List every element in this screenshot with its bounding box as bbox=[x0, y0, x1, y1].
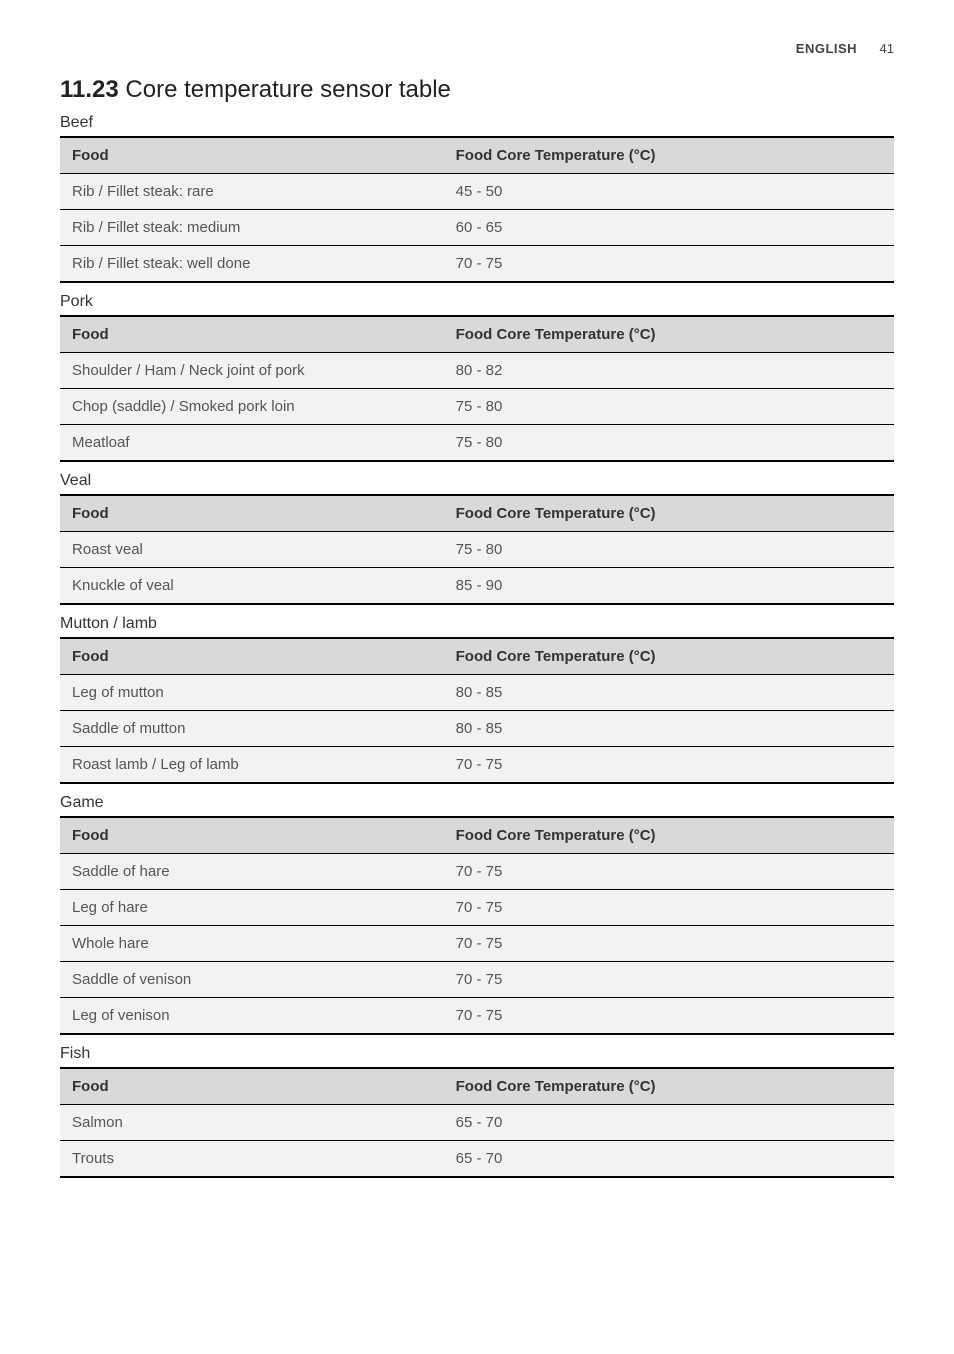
table-row: Meatloaf75 - 80 bbox=[60, 425, 894, 462]
cell-temp: 70 - 75 bbox=[444, 926, 894, 962]
table-row: Saddle of mutton80 - 85 bbox=[60, 711, 894, 747]
temperature-table: FoodFood Core Temperature (°C)Shoulder /… bbox=[60, 315, 894, 462]
cell-food: Saddle of venison bbox=[60, 962, 444, 998]
table-row: Rib / Fillet steak: well done70 - 75 bbox=[60, 246, 894, 283]
cell-food: Rib / Fillet steak: well done bbox=[60, 246, 444, 283]
table-row: Rib / Fillet steak: rare45 - 50 bbox=[60, 174, 894, 210]
cell-food: Leg of hare bbox=[60, 890, 444, 926]
column-header-food: Food bbox=[60, 137, 444, 174]
cell-temp: 65 - 70 bbox=[444, 1141, 894, 1178]
table-row: Leg of mutton80 - 85 bbox=[60, 675, 894, 711]
page-header: ENGLISH 41 bbox=[60, 40, 894, 58]
cell-temp: 75 - 80 bbox=[444, 532, 894, 568]
cell-temp: 80 - 85 bbox=[444, 711, 894, 747]
column-header-temp: Food Core Temperature (°C) bbox=[444, 137, 894, 174]
cell-temp: 70 - 75 bbox=[444, 854, 894, 890]
table-row: Rib / Fillet steak: medium60 - 65 bbox=[60, 210, 894, 246]
title-text: Core temperature sensor table bbox=[125, 76, 451, 103]
cell-temp: 70 - 75 bbox=[444, 962, 894, 998]
table-row: Shoulder / Ham / Neck joint of pork80 - … bbox=[60, 353, 894, 389]
cell-temp: 60 - 65 bbox=[444, 210, 894, 246]
cell-food: Leg of venison bbox=[60, 998, 444, 1035]
column-header-temp: Food Core Temperature (°C) bbox=[444, 316, 894, 353]
table-row: Chop (saddle) / Smoked pork loin75 - 80 bbox=[60, 389, 894, 425]
column-header-food: Food bbox=[60, 638, 444, 675]
cell-food: Saddle of hare bbox=[60, 854, 444, 890]
header-language: ENGLISH bbox=[796, 41, 857, 56]
cell-food: Chop (saddle) / Smoked pork loin bbox=[60, 389, 444, 425]
cell-food: Roast lamb / Leg of lamb bbox=[60, 747, 444, 784]
section-title: Fish bbox=[60, 1045, 894, 1063]
cell-temp: 75 - 80 bbox=[444, 425, 894, 462]
temperature-table: FoodFood Core Temperature (°C)Salmon65 -… bbox=[60, 1067, 894, 1178]
cell-temp: 70 - 75 bbox=[444, 747, 894, 784]
table-row: Knuckle of veal85 - 90 bbox=[60, 568, 894, 605]
cell-food: Meatloaf bbox=[60, 425, 444, 462]
column-header-food: Food bbox=[60, 316, 444, 353]
cell-food: Whole hare bbox=[60, 926, 444, 962]
table-row: Leg of venison70 - 75 bbox=[60, 998, 894, 1035]
cell-food: Leg of mutton bbox=[60, 675, 444, 711]
cell-temp: 80 - 82 bbox=[444, 353, 894, 389]
cell-temp: 70 - 75 bbox=[444, 890, 894, 926]
cell-food: Knuckle of veal bbox=[60, 568, 444, 605]
column-header-temp: Food Core Temperature (°C) bbox=[444, 817, 894, 854]
cell-food: Rib / Fillet steak: medium bbox=[60, 210, 444, 246]
table-row: Salmon65 - 70 bbox=[60, 1105, 894, 1141]
table-row: Leg of hare70 - 75 bbox=[60, 890, 894, 926]
column-header-food: Food bbox=[60, 495, 444, 532]
cell-temp: 80 - 85 bbox=[444, 675, 894, 711]
section-title: Mutton / lamb bbox=[60, 615, 894, 633]
cell-temp: 85 - 90 bbox=[444, 568, 894, 605]
title-number: 11.23 bbox=[60, 76, 119, 103]
table-row: Roast lamb / Leg of lamb70 - 75 bbox=[60, 747, 894, 784]
column-header-food: Food bbox=[60, 817, 444, 854]
cell-food: Shoulder / Ham / Neck joint of pork bbox=[60, 353, 444, 389]
temperature-table: FoodFood Core Temperature (°C)Saddle of … bbox=[60, 816, 894, 1035]
page-title: 11.23 Core temperature sensor table bbox=[60, 76, 894, 104]
table-row: Roast veal75 - 80 bbox=[60, 532, 894, 568]
cell-food: Saddle of mutton bbox=[60, 711, 444, 747]
section-title: Beef bbox=[60, 114, 894, 132]
cell-temp: 75 - 80 bbox=[444, 389, 894, 425]
table-row: Trouts65 - 70 bbox=[60, 1141, 894, 1178]
column-header-temp: Food Core Temperature (°C) bbox=[444, 495, 894, 532]
cell-food: Roast veal bbox=[60, 532, 444, 568]
temperature-table: FoodFood Core Temperature (°C)Rib / Fill… bbox=[60, 136, 894, 283]
section-title: Pork bbox=[60, 293, 894, 311]
column-header-temp: Food Core Temperature (°C) bbox=[444, 1068, 894, 1105]
header-page-number: 41 bbox=[880, 41, 894, 56]
section-title: Veal bbox=[60, 472, 894, 490]
cell-food: Trouts bbox=[60, 1141, 444, 1178]
cell-food: Rib / Fillet steak: rare bbox=[60, 174, 444, 210]
cell-temp: 70 - 75 bbox=[444, 246, 894, 283]
table-row: Saddle of venison70 - 75 bbox=[60, 962, 894, 998]
column-header-food: Food bbox=[60, 1068, 444, 1105]
temperature-table: FoodFood Core Temperature (°C)Leg of mut… bbox=[60, 637, 894, 784]
cell-temp: 65 - 70 bbox=[444, 1105, 894, 1141]
table-row: Whole hare70 - 75 bbox=[60, 926, 894, 962]
cell-temp: 45 - 50 bbox=[444, 174, 894, 210]
section-title: Game bbox=[60, 794, 894, 812]
column-header-temp: Food Core Temperature (°C) bbox=[444, 638, 894, 675]
cell-temp: 70 - 75 bbox=[444, 998, 894, 1035]
temperature-table: FoodFood Core Temperature (°C)Roast veal… bbox=[60, 494, 894, 605]
table-row: Saddle of hare70 - 75 bbox=[60, 854, 894, 890]
cell-food: Salmon bbox=[60, 1105, 444, 1141]
